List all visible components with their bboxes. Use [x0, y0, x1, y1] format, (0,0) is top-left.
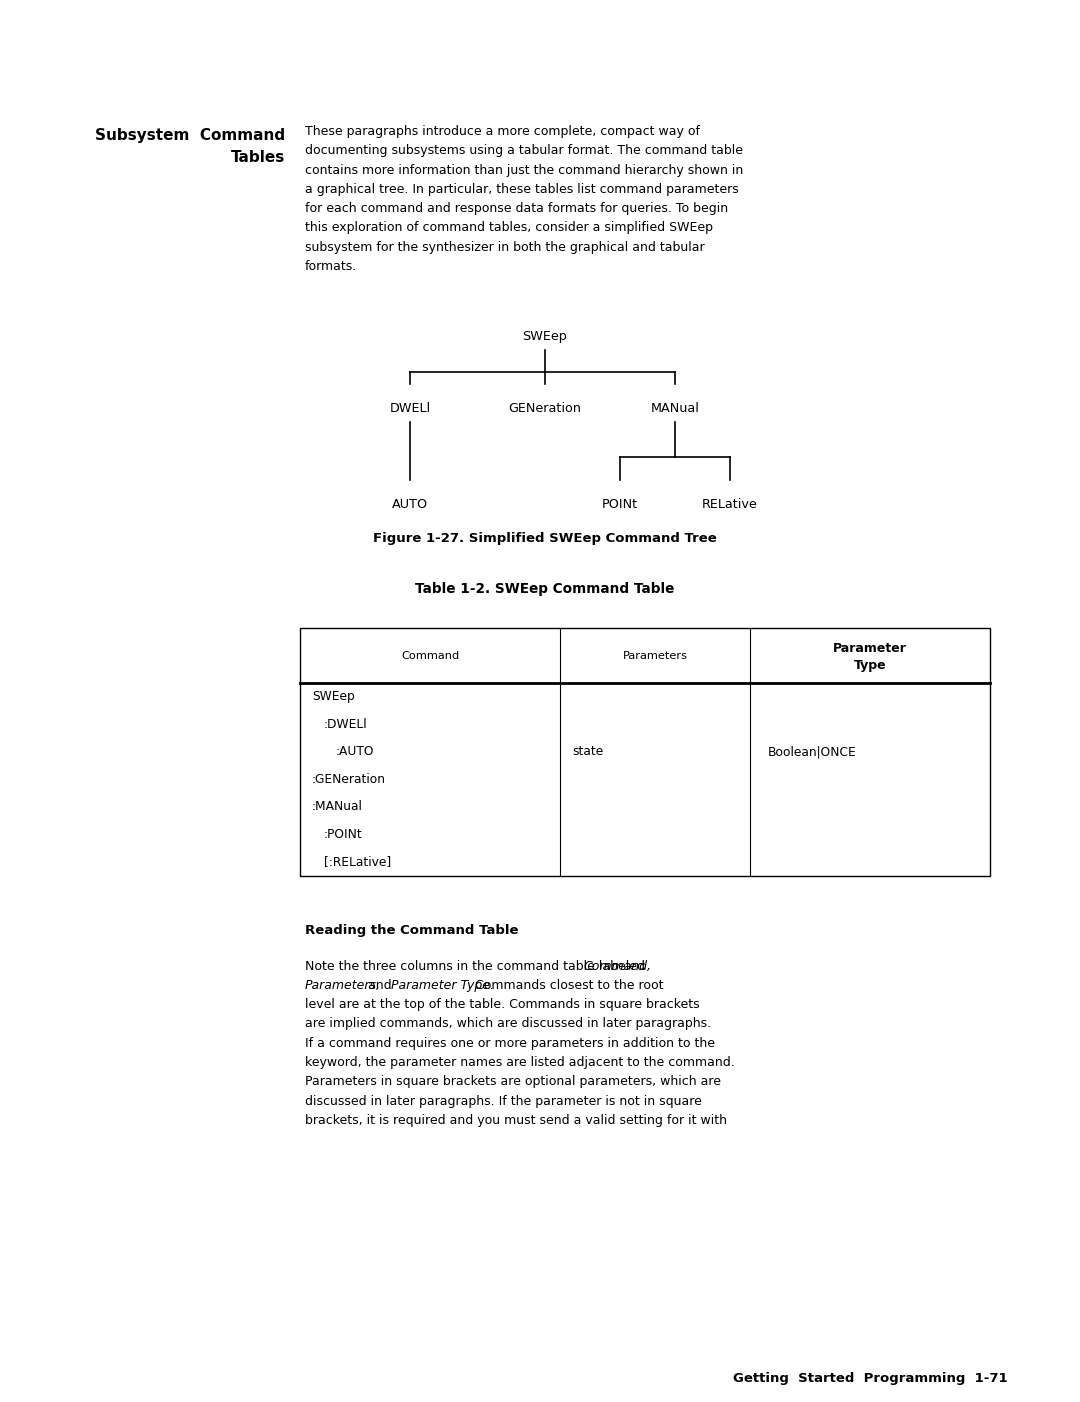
Text: are implied commands, which are discussed in later paragraphs.: are implied commands, which are discusse… [305, 1018, 711, 1030]
Text: Subsystem  Command: Subsystem Command [95, 128, 285, 143]
Text: Tables: Tables [231, 150, 285, 165]
Text: Command,: Command, [583, 959, 651, 973]
Text: :DWELl: :DWELl [324, 718, 367, 730]
Text: brackets, it is required and you must send a valid setting for it with: brackets, it is required and you must se… [305, 1115, 727, 1127]
Text: Getting  Started  Programming  1-71: Getting Started Programming 1-71 [733, 1373, 1008, 1385]
Text: a graphical tree. In particular, these tables list command parameters: a graphical tree. In particular, these t… [305, 182, 739, 196]
Text: discussed in later paragraphs. If the parameter is not in square: discussed in later paragraphs. If the pa… [305, 1095, 702, 1108]
Text: DWELl: DWELl [390, 402, 431, 415]
Text: Parameters in square brackets are optional parameters, which are: Parameters in square brackets are option… [305, 1075, 721, 1088]
Bar [300, 628, 990, 875]
Text: Table 1-2. SWEep Command Table: Table 1-2. SWEep Command Table [416, 582, 675, 596]
Text: SWEep: SWEep [523, 329, 567, 343]
Text: subsystem for the synthesizer in both the graphical and tabular: subsystem for the synthesizer in both th… [305, 241, 704, 254]
Text: GENeration: GENeration [509, 402, 581, 415]
Text: Commands closest to the root: Commands closest to the root [471, 979, 663, 991]
Text: AUTO: AUTO [392, 498, 428, 510]
Text: formats.: formats. [305, 261, 357, 273]
Text: If a command requires one or more parameters in addition to the: If a command requires one or more parame… [305, 1036, 715, 1050]
Text: Note the three columns in the command table labeled: Note the three columns in the command ta… [305, 959, 649, 973]
Text: [:RELative]: [:RELative] [324, 855, 391, 868]
Text: :GENeration: :GENeration [312, 773, 386, 785]
Text: this exploration of command tables, consider a simplified SWEep: this exploration of command tables, cons… [305, 222, 713, 234]
Text: Parameter Type.: Parameter Type. [391, 979, 494, 991]
Text: keyword, the parameter names are listed adjacent to the command.: keyword, the parameter names are listed … [305, 1056, 734, 1068]
Text: MANual: MANual [650, 402, 700, 415]
Text: Type: Type [853, 659, 887, 672]
Text: Reading the Command Table: Reading the Command Table [305, 924, 518, 937]
Text: for each command and response data formats for queries. To begin: for each command and response data forma… [305, 202, 728, 215]
Text: state: state [572, 746, 604, 758]
Text: RELative: RELative [702, 498, 758, 510]
Text: contains more information than just the command hierarchy shown in: contains more information than just the … [305, 164, 743, 177]
Text: documenting subsystems using a tabular format. The command table: documenting subsystems using a tabular f… [305, 144, 743, 157]
Text: Parameters: Parameters [622, 651, 688, 660]
Text: Figure 1-27. Simplified SWEep Command Tree: Figure 1-27. Simplified SWEep Command Tr… [373, 531, 717, 545]
Text: Command: Command [401, 651, 459, 660]
Text: and: and [364, 979, 395, 991]
Text: :POINt: :POINt [324, 827, 363, 841]
Text: SWEep: SWEep [312, 690, 354, 704]
Text: :AUTO: :AUTO [336, 746, 375, 758]
Text: Parameter: Parameter [833, 642, 907, 655]
Text: POINt: POINt [602, 498, 638, 510]
Text: Parameters,: Parameters, [305, 979, 381, 991]
Text: :MANual: :MANual [312, 801, 363, 813]
Text: Boolean|ONCE: Boolean|ONCE [768, 746, 856, 758]
Text: level are at the top of the table. Commands in square brackets: level are at the top of the table. Comma… [305, 998, 700, 1011]
Text: These paragraphs introduce a more complete, compact way of: These paragraphs introduce a more comple… [305, 125, 700, 137]
